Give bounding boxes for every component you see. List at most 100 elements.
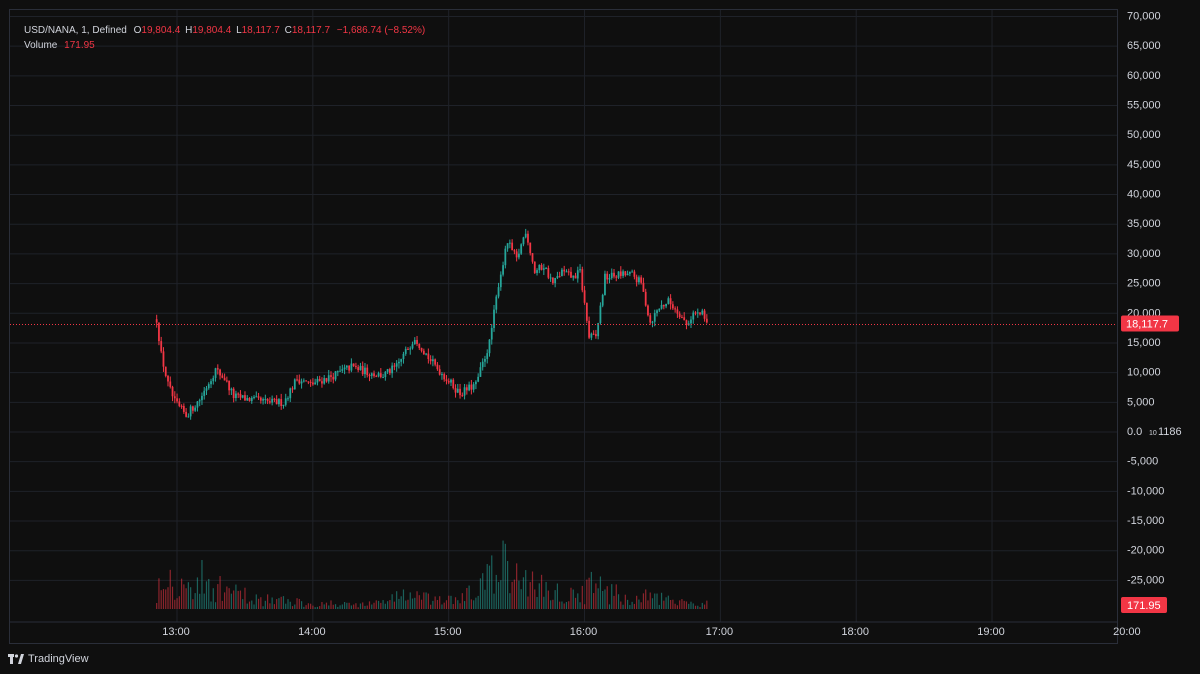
candle-body xyxy=(196,401,199,408)
chart-canvas[interactable] xyxy=(10,10,1118,644)
volume-bar xyxy=(221,600,223,609)
candle-body xyxy=(472,384,475,390)
volume-bar xyxy=(622,604,624,609)
candle-body xyxy=(685,320,688,326)
volume-bar xyxy=(323,604,325,609)
price-axis[interactable]: 70,000 65,000 60,000 55,000 50,000 45,000 40,0… xyxy=(1127,10,1182,586)
candle-body xyxy=(662,304,665,307)
price-tick-label: -25,000 xyxy=(1127,574,1164,586)
price-tick-label: 25,000 xyxy=(1127,278,1161,290)
volume-bars xyxy=(156,540,708,609)
volume-bar xyxy=(165,589,167,609)
volume-bar xyxy=(475,597,477,609)
volume-bar xyxy=(348,602,350,609)
volume-bar xyxy=(237,590,239,609)
price-tick-label: 70,000 xyxy=(1127,10,1161,22)
price-tick-label: 0.0 xyxy=(1127,426,1142,438)
low-label: L xyxy=(236,25,242,36)
candle-body xyxy=(305,380,308,382)
price-tick-label: 30,000 xyxy=(1127,248,1161,260)
chart-legend: USD/NANA, 1, Defined O19,804.4 H19,804.4… xyxy=(24,23,425,53)
chart-frame[interactable]: USD/NANA, 1, Defined O19,804.4 H19,804.4… xyxy=(9,9,1118,644)
candle-body xyxy=(330,375,332,377)
candle-body xyxy=(373,373,375,377)
volume-bar xyxy=(683,600,685,609)
candle-body xyxy=(359,365,362,371)
volume-bar xyxy=(276,599,278,609)
candle-body xyxy=(599,305,602,323)
volume-bar xyxy=(219,576,221,609)
candle-body xyxy=(669,298,672,305)
candle-body xyxy=(167,375,169,382)
candle-body xyxy=(262,399,264,401)
candle-body xyxy=(293,379,296,390)
candle-body xyxy=(681,317,683,319)
candle-body xyxy=(413,339,416,345)
change-value: −1,686.74 (−8.52%) xyxy=(336,25,426,36)
volume-bar xyxy=(402,589,405,609)
candle-body xyxy=(404,348,407,354)
volume-bar xyxy=(350,605,352,609)
candle-body xyxy=(388,369,391,374)
footer-brand[interactable]: TradingView xyxy=(8,653,89,665)
candle-body xyxy=(511,242,514,251)
candle-body xyxy=(665,303,667,307)
candle-body xyxy=(407,348,409,350)
candle-body xyxy=(180,405,183,407)
candle-body xyxy=(173,396,176,399)
volume-bar xyxy=(312,605,314,609)
volume-bar xyxy=(411,598,414,609)
volume-bar xyxy=(586,579,588,609)
candle-body xyxy=(345,365,348,368)
candle-body xyxy=(527,233,529,243)
volume-bar xyxy=(554,590,556,609)
volume-bar xyxy=(414,597,416,609)
candle-body xyxy=(554,277,557,284)
volume-bar xyxy=(368,601,371,609)
candle-body xyxy=(309,381,312,383)
volume-bar xyxy=(396,591,398,609)
candle-body xyxy=(235,393,237,399)
high-value: 19,804.4 xyxy=(192,25,232,36)
candle-body xyxy=(164,366,167,376)
candle-body xyxy=(422,350,425,355)
symbol-label[interactable]: USD/NANA, 1, Defined xyxy=(24,25,127,36)
candle-body xyxy=(198,400,201,402)
volume-bar xyxy=(375,600,377,609)
volume-bar xyxy=(405,600,407,609)
volume-bar xyxy=(477,595,479,609)
volume-bar xyxy=(484,589,486,609)
candle-body xyxy=(194,407,197,411)
volume-bar xyxy=(502,540,504,609)
volume-bar xyxy=(604,589,606,609)
candle-body xyxy=(604,273,606,295)
candle-body xyxy=(348,365,351,371)
candle-body xyxy=(382,377,384,379)
candle-body xyxy=(567,271,570,273)
candle-body xyxy=(162,351,165,367)
candle-body xyxy=(364,367,366,375)
price-tick-label: 60,000 xyxy=(1127,70,1161,82)
candle-body xyxy=(393,365,396,367)
volume-bar xyxy=(430,604,432,609)
open-value: 19,804.4 xyxy=(141,25,181,36)
volume-bar xyxy=(556,583,559,609)
volume-bar xyxy=(341,604,343,609)
candle-body xyxy=(486,353,489,359)
price-zero-suffix: 1186 xyxy=(1158,426,1182,438)
candle-body xyxy=(522,237,525,245)
candle-body xyxy=(588,320,591,338)
price-tick-label: 35,000 xyxy=(1127,218,1161,230)
candle-body xyxy=(185,411,188,417)
volume-bar xyxy=(559,601,561,609)
volume-label[interactable]: Volume xyxy=(24,40,58,51)
price-tick-label: 15,000 xyxy=(1127,337,1161,349)
volume-bar xyxy=(314,607,316,609)
brand-name: TradingView xyxy=(28,653,89,665)
volume-bar xyxy=(593,593,595,609)
volume-bar xyxy=(196,577,199,609)
volume-bar xyxy=(624,594,626,609)
volume-bar xyxy=(543,596,545,609)
candle-body xyxy=(375,376,378,378)
candle-body xyxy=(561,269,563,277)
